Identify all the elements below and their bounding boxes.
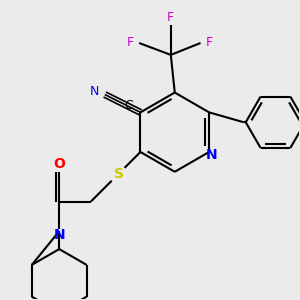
Text: C: C: [124, 99, 133, 112]
Text: N: N: [206, 148, 218, 162]
Text: N: N: [53, 228, 65, 242]
Text: F: F: [127, 37, 134, 50]
Text: F: F: [167, 11, 174, 24]
Text: N: N: [90, 85, 100, 98]
Text: O: O: [53, 157, 65, 171]
Text: F: F: [206, 37, 213, 50]
Text: S: S: [114, 167, 124, 181]
